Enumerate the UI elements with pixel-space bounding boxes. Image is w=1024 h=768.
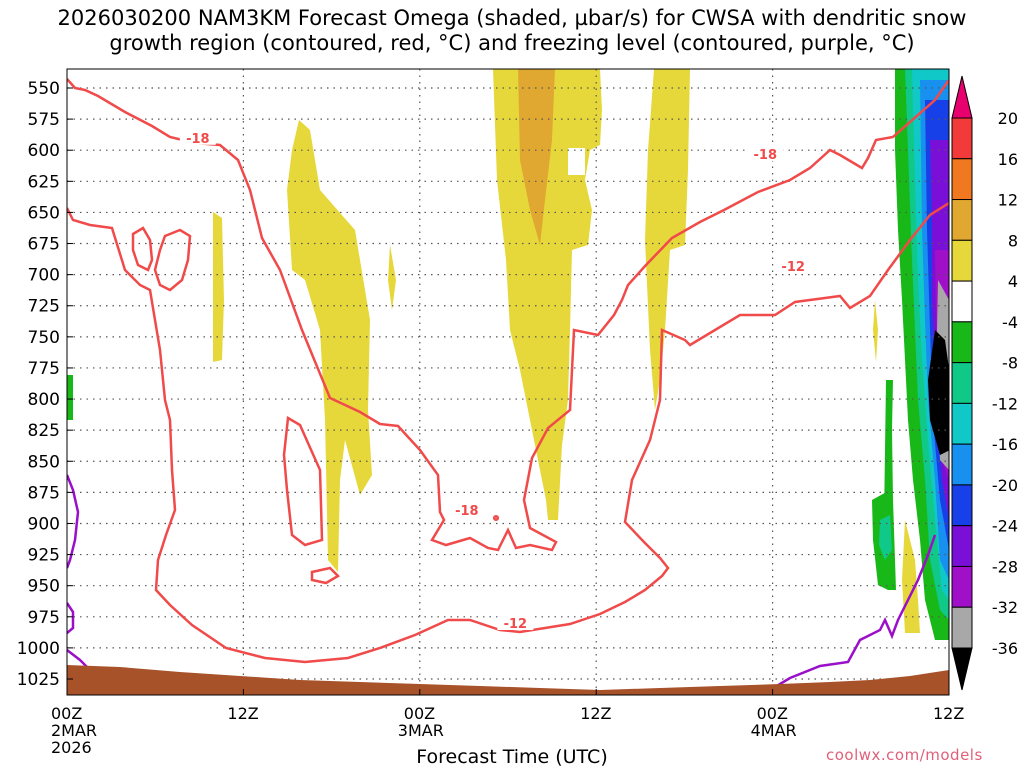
colorbar-bottom-arrow [951,647,973,691]
colorbar-swatch [951,525,973,567]
colorbar-label: 20 [998,109,1018,128]
y-tick-label: 925 [28,546,60,566]
x-tick-label: 3MAR [398,721,444,740]
colorbar-label: -4 [1002,313,1018,332]
x-tick-label: 00Z [404,704,435,723]
omega-negative-shading [67,69,949,640]
chart-title: 2026030200 NAM3KM Forecast Omega (shaded… [57,6,967,55]
colorbar-label: -8 [1002,354,1018,373]
y-tick-label: 775 [28,359,60,379]
colorbar-label: 16 [998,150,1018,169]
omega-positive-shading [213,69,920,633]
colorbar-swatch [951,402,973,445]
y-tick-label: 900 [28,514,60,534]
y-tick-label: 725 [28,297,60,317]
y-tick-label: 700 [28,266,60,286]
credit-text: coolwx.com/models [826,746,983,764]
y-tick-label: 1000 [17,639,60,659]
y-tick-label: 675 [28,235,60,255]
contour-label-bg [448,500,485,517]
x-tick-label: 12Z [580,704,611,723]
colorbar-swatch [951,199,973,241]
x-tick-label: 2MAR [51,721,97,740]
minus18-contour-dot [492,514,500,522]
contour-label-bg [775,256,812,273]
minus18-contour-upper [67,78,949,552]
y-tick-label: 825 [28,421,60,441]
plot-frame [66,68,950,696]
colorbar-label: -24 [992,517,1018,536]
colorbar-label: 4 [1008,272,1018,291]
minus12-contour [67,201,949,664]
omega-colorbar: 20 16 12 8 4 -4 -8 -12 -16 -20 -24 -28 -32 -36 [951,75,1018,691]
dgz-temperature-contours [67,78,949,664]
y-tick-label: 800 [28,390,60,410]
colorbar-swatch [951,158,973,201]
colorbar-swatch [951,321,973,364]
y-tick-label: 625 [28,172,60,192]
contour-label: -12 [504,617,528,632]
colorbar-swatch [951,362,973,404]
y-axis: 550 575 600 625 650 675 700 725 750 775 800 825 850 8… [17,79,73,690]
contour-label-bg [747,144,784,161]
minus18-contour-small-a [131,226,154,272]
x-tick-label: 12Z [227,704,258,723]
colorbar-label: 12 [998,191,1018,210]
freezing-level-contours [67,474,937,692]
colorbar-label: -28 [992,557,1018,576]
y-tick-label: 600 [28,141,60,161]
colorbar-label: -32 [992,598,1018,617]
x-tick-label: 12Z [933,704,964,723]
colorbar-top-arrow [951,75,973,119]
y-tick-label: 650 [28,203,60,223]
y-tick-label: 550 [28,79,60,99]
minus18-contour-small-d [310,566,341,585]
y-tick-label: 975 [28,608,60,628]
y-tick-label: 575 [28,110,60,130]
y-tick-label: 1025 [17,670,60,690]
contour-label: -12 [781,260,805,275]
terrain-ground [67,665,949,695]
colorbar-label: -12 [992,394,1018,413]
contour-label-bg [179,128,216,145]
colorbar-label: -16 [992,435,1018,454]
y-tick-label: 950 [28,577,60,597]
colorbar-swatch [951,280,973,323]
contour-label: -18 [754,148,778,163]
minus18-contour-small-b [153,228,192,292]
contour-label: -18 [186,132,210,147]
minus18-contour-small-c [282,415,324,547]
colorbar-swatch [951,117,973,160]
x-tick-label: 00Z [757,704,788,723]
y-tick-label: 875 [28,483,60,503]
contour-label: -18 [455,504,479,519]
contour-labels: -18 -18 -12 -18 -12 [179,128,812,632]
colorbar-label: -20 [992,476,1018,495]
colorbar-swatch [951,443,973,486]
x-axis-title: Forecast Time (UTC) [416,746,608,768]
colorbar-swatch [951,565,973,608]
y-tick-label: 850 [28,452,60,472]
x-tick-label: 4MAR [751,721,797,740]
y-tick-label: 750 [28,328,60,348]
x-tick-label: 00Z [51,704,82,723]
contour-label-bg [497,614,534,631]
colorbar-swatch [951,484,973,527]
colorbar-swatch [951,606,973,649]
colorbar-label: -36 [992,639,1018,658]
colorbar-label: 8 [1008,231,1018,250]
colorbar-swatch [951,239,973,282]
x-tick-label: 2026 [51,738,92,757]
